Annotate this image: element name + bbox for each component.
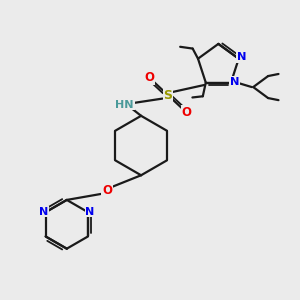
Text: N: N [39, 206, 48, 217]
Text: N: N [237, 52, 246, 62]
Text: N: N [230, 77, 239, 87]
Text: O: O [102, 184, 112, 196]
Text: S: S [163, 88, 172, 101]
Text: N: N [85, 206, 94, 217]
Text: HN: HN [116, 100, 134, 110]
Text: O: O [144, 71, 154, 84]
Text: O: O [181, 106, 191, 119]
